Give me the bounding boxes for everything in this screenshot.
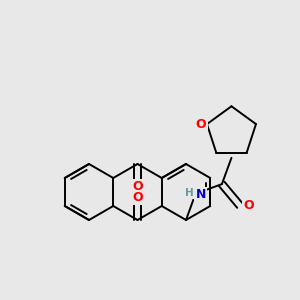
Text: O: O	[244, 199, 254, 212]
Text: H: H	[185, 188, 194, 198]
Text: N: N	[195, 188, 206, 201]
Text: O: O	[132, 191, 143, 204]
Text: O: O	[132, 180, 143, 193]
Text: O: O	[196, 118, 206, 130]
